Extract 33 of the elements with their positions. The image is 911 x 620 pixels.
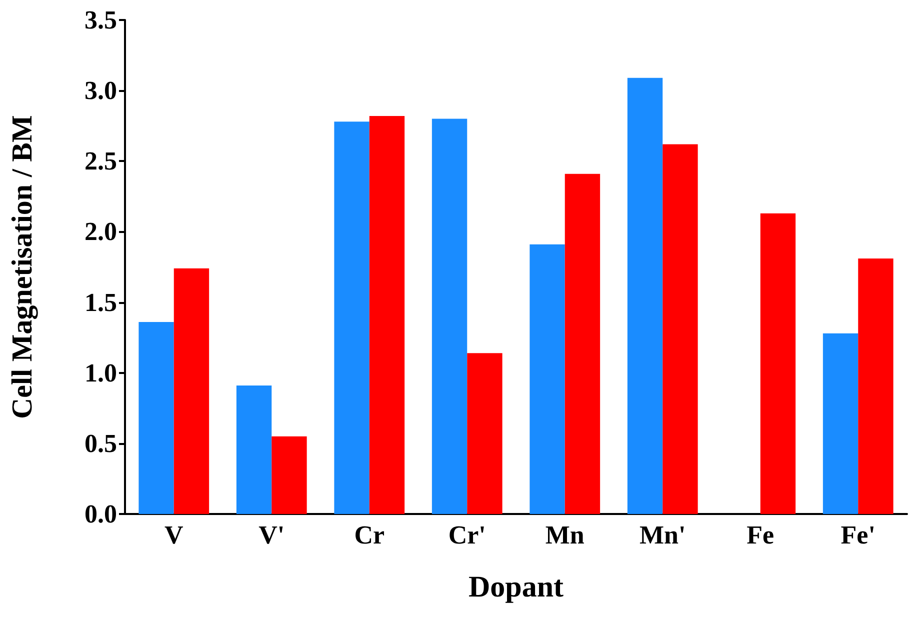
bar — [467, 353, 502, 514]
bar — [627, 78, 663, 514]
bar — [432, 118, 468, 514]
x-tick-label: V — [164, 520, 184, 550]
bar — [760, 213, 796, 514]
bar — [174, 268, 210, 514]
y-tick-label: 0.0 — [84, 500, 117, 528]
bar — [236, 386, 272, 514]
bar — [530, 244, 565, 514]
x-tick-label: Cr — [354, 520, 385, 550]
y-tick-label: 3.5 — [84, 6, 117, 34]
y-tick-label: 0.5 — [84, 428, 117, 458]
bar — [334, 122, 370, 514]
bar — [369, 116, 405, 514]
y-tick-label: 2.0 — [84, 217, 117, 246]
y-axis-title: Cell Magnetisation / BM — [6, 115, 38, 419]
bar — [822, 333, 858, 514]
bar — [138, 322, 174, 514]
x-tick-label: V' — [258, 520, 285, 550]
x-axis-title: Dopant — [468, 570, 564, 604]
bar — [662, 144, 698, 514]
x-tick-label: Mn — [545, 520, 585, 550]
x-tick-label: Fe — [746, 520, 774, 550]
x-tick-label: Fe' — [840, 520, 876, 550]
y-tick-label: 1.0 — [84, 358, 117, 388]
x-tick-label: Cr' — [448, 520, 486, 550]
bar — [858, 258, 894, 514]
x-tick-label: Mn' — [640, 520, 686, 550]
y-tick-label: 1.5 — [84, 288, 117, 317]
bar — [564, 174, 600, 514]
bar — [272, 436, 307, 514]
y-tick-label: 3.0 — [84, 76, 117, 106]
y-tick-label: 2.5 — [84, 146, 117, 176]
